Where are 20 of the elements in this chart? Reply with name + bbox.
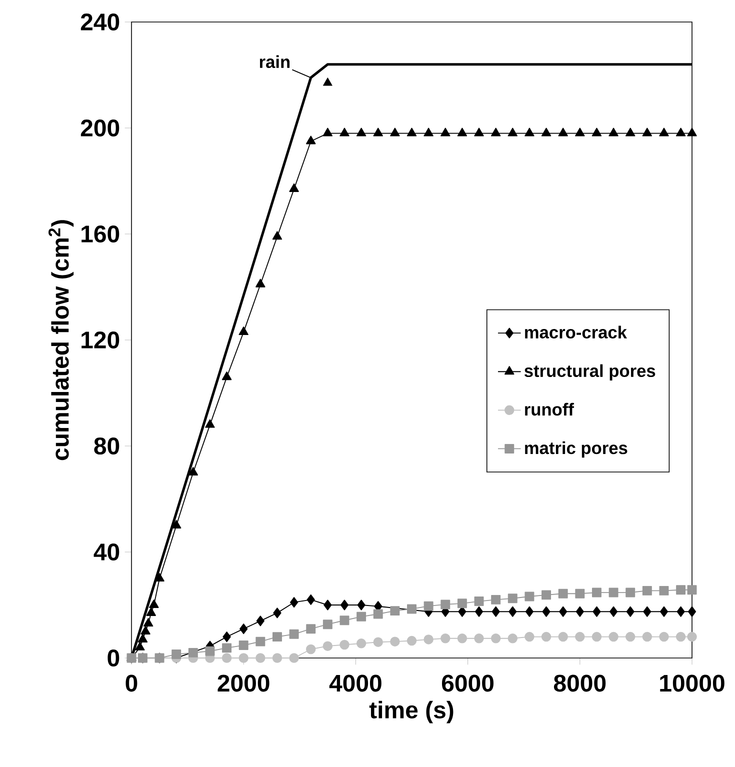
x-tick-label: 2000 (218, 674, 270, 692)
x-tick-label: 6000 (442, 674, 494, 692)
y-axis-title: cumulated flow (cm$^{2}$) (48, 220, 74, 460)
legend-label: matric pores (525, 441, 628, 458)
y-tick-label: 240 (80, 13, 120, 30)
legend-label: macro-crack (525, 326, 627, 338)
legend-label: structural pores (524, 364, 656, 380)
y-tick-label: 200 (80, 119, 120, 136)
y-tick-label: 160 (82, 225, 120, 242)
x-axis-title: time (s) (369, 700, 454, 724)
y-tick-label: 40 (94, 543, 120, 560)
x-tick-label: 4000 (329, 674, 382, 692)
y-tick-label: 120 (82, 331, 120, 348)
y-tick-label: 80 (94, 437, 120, 454)
legend-label: runoff (525, 402, 574, 416)
x-tick-label: 10000 (660, 674, 724, 692)
y-tick-label: 0 (108, 649, 120, 666)
x-tick-label: 8000 (554, 674, 606, 692)
x-tick-label: 0 (126, 674, 138, 692)
annotation: rain (260, 55, 290, 68)
